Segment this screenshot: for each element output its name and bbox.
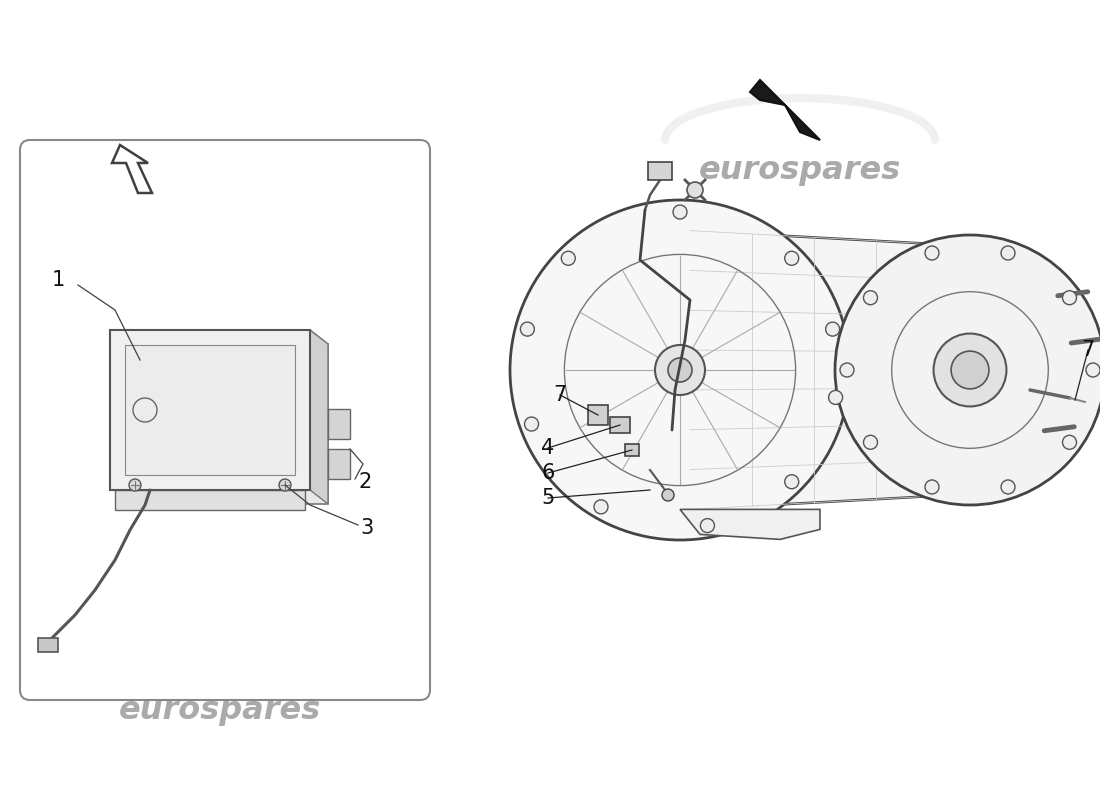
Text: eurospares: eurospares (119, 694, 321, 726)
Circle shape (668, 358, 692, 382)
Bar (125, 345, 295, 475)
Text: 4: 4 (541, 438, 554, 458)
Bar (648, 162, 672, 180)
Text: 7: 7 (553, 385, 566, 405)
Text: eurospares: eurospares (698, 154, 901, 186)
Bar (328, 409, 350, 439)
Text: 7: 7 (1081, 340, 1094, 360)
Circle shape (784, 474, 799, 489)
Circle shape (688, 182, 703, 198)
Circle shape (1086, 363, 1100, 377)
Text: 2: 2 (358, 472, 372, 492)
Circle shape (662, 489, 674, 501)
Bar (110, 330, 310, 490)
FancyBboxPatch shape (20, 140, 430, 700)
Polygon shape (690, 230, 1000, 510)
Bar (128, 344, 328, 504)
Circle shape (1063, 435, 1077, 450)
Text: 3: 3 (360, 518, 373, 538)
Bar (625, 444, 639, 456)
Polygon shape (750, 80, 820, 140)
Circle shape (701, 518, 714, 533)
Circle shape (835, 235, 1100, 505)
Circle shape (594, 500, 608, 514)
Circle shape (826, 322, 839, 336)
Circle shape (864, 435, 878, 450)
Circle shape (828, 390, 843, 405)
Polygon shape (680, 510, 820, 539)
Circle shape (510, 200, 850, 540)
Polygon shape (310, 330, 328, 504)
Polygon shape (110, 330, 328, 344)
Circle shape (279, 479, 292, 491)
Circle shape (840, 363, 854, 377)
Text: eurospares: eurospares (119, 285, 321, 315)
Text: 5: 5 (541, 488, 554, 508)
Bar (39, 638, 58, 652)
Circle shape (525, 417, 539, 431)
Bar (116, 490, 305, 510)
Circle shape (1001, 246, 1015, 260)
Circle shape (673, 205, 688, 219)
Bar (328, 449, 350, 479)
Circle shape (520, 322, 535, 336)
Circle shape (925, 480, 939, 494)
Circle shape (129, 479, 141, 491)
Text: 6: 6 (541, 463, 554, 483)
Polygon shape (112, 145, 152, 193)
Circle shape (864, 290, 878, 305)
Circle shape (784, 251, 799, 266)
Bar (588, 405, 608, 425)
Circle shape (934, 334, 1006, 406)
Text: 1: 1 (52, 270, 65, 290)
Circle shape (952, 351, 989, 389)
Circle shape (1001, 480, 1015, 494)
Bar (610, 417, 630, 433)
Circle shape (654, 345, 705, 395)
Circle shape (561, 251, 575, 266)
Circle shape (925, 246, 939, 260)
Circle shape (1063, 290, 1077, 305)
